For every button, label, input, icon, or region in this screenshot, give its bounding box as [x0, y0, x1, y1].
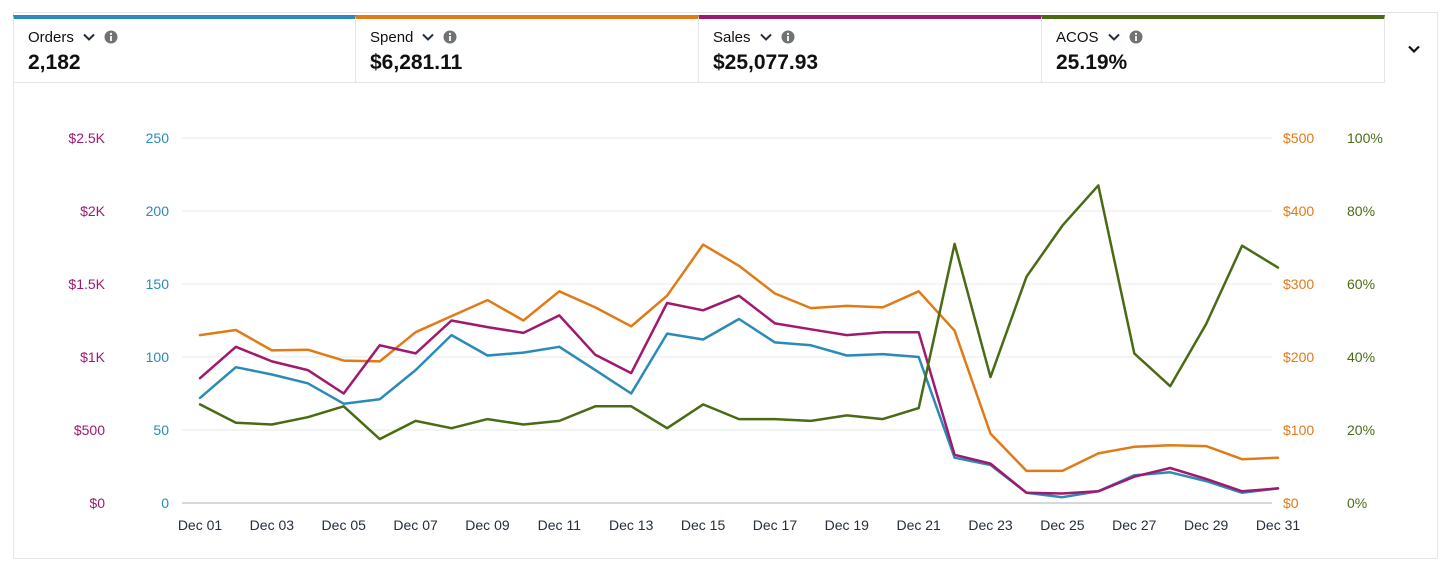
x-axis-tick-label: Dec 27 [1112, 517, 1157, 533]
x-axis-tick-label: Dec 15 [681, 517, 726, 533]
info-icon[interactable] [104, 30, 118, 44]
metric-tab-spend[interactable]: Spend $6,281.11 [356, 15, 699, 83]
metric-tab-sales[interactable]: Sales $25,077.93 [699, 15, 1042, 83]
orders-axis-tick-label: 250 [146, 130, 170, 146]
metric-label-acos: ACOS [1056, 28, 1099, 46]
acos-axis-tick-label: 80% [1347, 203, 1375, 219]
x-axis-tick-label: Dec 07 [393, 517, 438, 533]
metric-head: Sales [713, 27, 1041, 47]
spend-axis-tick-label: $300 [1283, 276, 1314, 292]
x-axis-tick-label: Dec 25 [1040, 517, 1085, 533]
x-axis-tick-label: Dec 05 [322, 517, 367, 533]
orders-axis-tick-label: 50 [153, 422, 169, 438]
metric-value-spend: $6,281.11 [370, 51, 463, 74]
info-icon[interactable] [781, 30, 795, 44]
metric-label-sales: Sales [713, 28, 751, 46]
x-axis-tick-label: Dec 01 [178, 517, 223, 533]
orders-axis-tick-label: 100 [146, 349, 170, 365]
chevron-down-icon[interactable] [1106, 29, 1122, 45]
spend-axis-tick-label: $400 [1283, 203, 1314, 219]
sales-axis-tick-label: $1.5K [68, 276, 105, 292]
x-axis-tick-label: Dec 09 [465, 517, 510, 533]
acos-axis-tick-label: 100% [1347, 130, 1383, 146]
metric-tabs: Orders 2,182 Spend $6,281.11 Sales $25,0… [13, 15, 1385, 83]
metric-label-orders: Orders [28, 28, 74, 46]
info-icon[interactable] [443, 30, 457, 44]
x-axis-tick-label: Dec 13 [609, 517, 654, 533]
metric-tab-acos[interactable]: ACOS 25.19% [1042, 15, 1385, 83]
spend-axis-tick-label: $200 [1283, 349, 1314, 365]
x-axis-tick-label: Dec 11 [538, 517, 582, 533]
metric-value-acos: 25.19% [1056, 51, 1128, 74]
expand-metrics-button[interactable] [1389, 15, 1438, 83]
sales-axis-tick-label: $2.5K [68, 130, 105, 146]
metric-head: Spend [370, 27, 698, 47]
sales-axis-tick-label: $1K [80, 349, 106, 365]
orders-axis-tick-label: 150 [146, 276, 170, 292]
orders-axis-tick-label: 200 [146, 203, 170, 219]
acos-axis-tick-label: 40% [1347, 349, 1375, 365]
series-line-spend [198, 243, 1280, 473]
spend-axis-tick-label: $0 [1283, 495, 1299, 511]
x-axis-tick-label: Dec 29 [1184, 517, 1229, 533]
acos-axis-tick-label: 60% [1347, 276, 1375, 292]
spend-axis-tick-label: $500 [1283, 130, 1314, 146]
series-line-acos [198, 184, 1280, 441]
chevron-down-icon[interactable] [758, 29, 774, 45]
metric-tab-orders[interactable]: Orders 2,182 [13, 15, 356, 83]
orders-axis-tick-label: 0 [161, 495, 169, 511]
x-axis-tick-label: Dec 21 [896, 517, 941, 533]
metric-head: ACOS [1056, 27, 1384, 47]
x-axis-tick-label: Dec 19 [825, 517, 870, 533]
x-axis-tick-label: Dec 31 [1256, 517, 1301, 533]
metric-label-spend: Spend [370, 28, 414, 46]
metric-head: Orders [28, 27, 355, 47]
series-line-orders [198, 317, 1280, 499]
acos-axis-tick-label: 0% [1347, 495, 1367, 511]
chevron-down-icon [1407, 45, 1420, 54]
x-axis-tick-label: Dec 17 [753, 517, 798, 533]
metric-value-sales: $25,077.93 [713, 51, 819, 74]
chart-panel [13, 12, 1438, 559]
sales-axis-tick-label: $0 [89, 495, 105, 511]
acos-axis-tick-label: 20% [1347, 422, 1375, 438]
sales-axis-tick-label: $2K [80, 203, 106, 219]
spend-axis-tick-label: $100 [1283, 422, 1314, 438]
series-line-sales [198, 294, 1280, 495]
sales-axis-tick-label: $500 [74, 422, 105, 438]
chevron-down-icon[interactable] [420, 29, 436, 45]
x-axis-tick-label: Dec 23 [968, 517, 1013, 533]
x-axis-tick-label: Dec 03 [250, 517, 295, 533]
info-icon[interactable] [1129, 30, 1143, 44]
metric-value-orders: 2,182 [28, 51, 81, 74]
chevron-down-icon[interactable] [81, 29, 97, 45]
